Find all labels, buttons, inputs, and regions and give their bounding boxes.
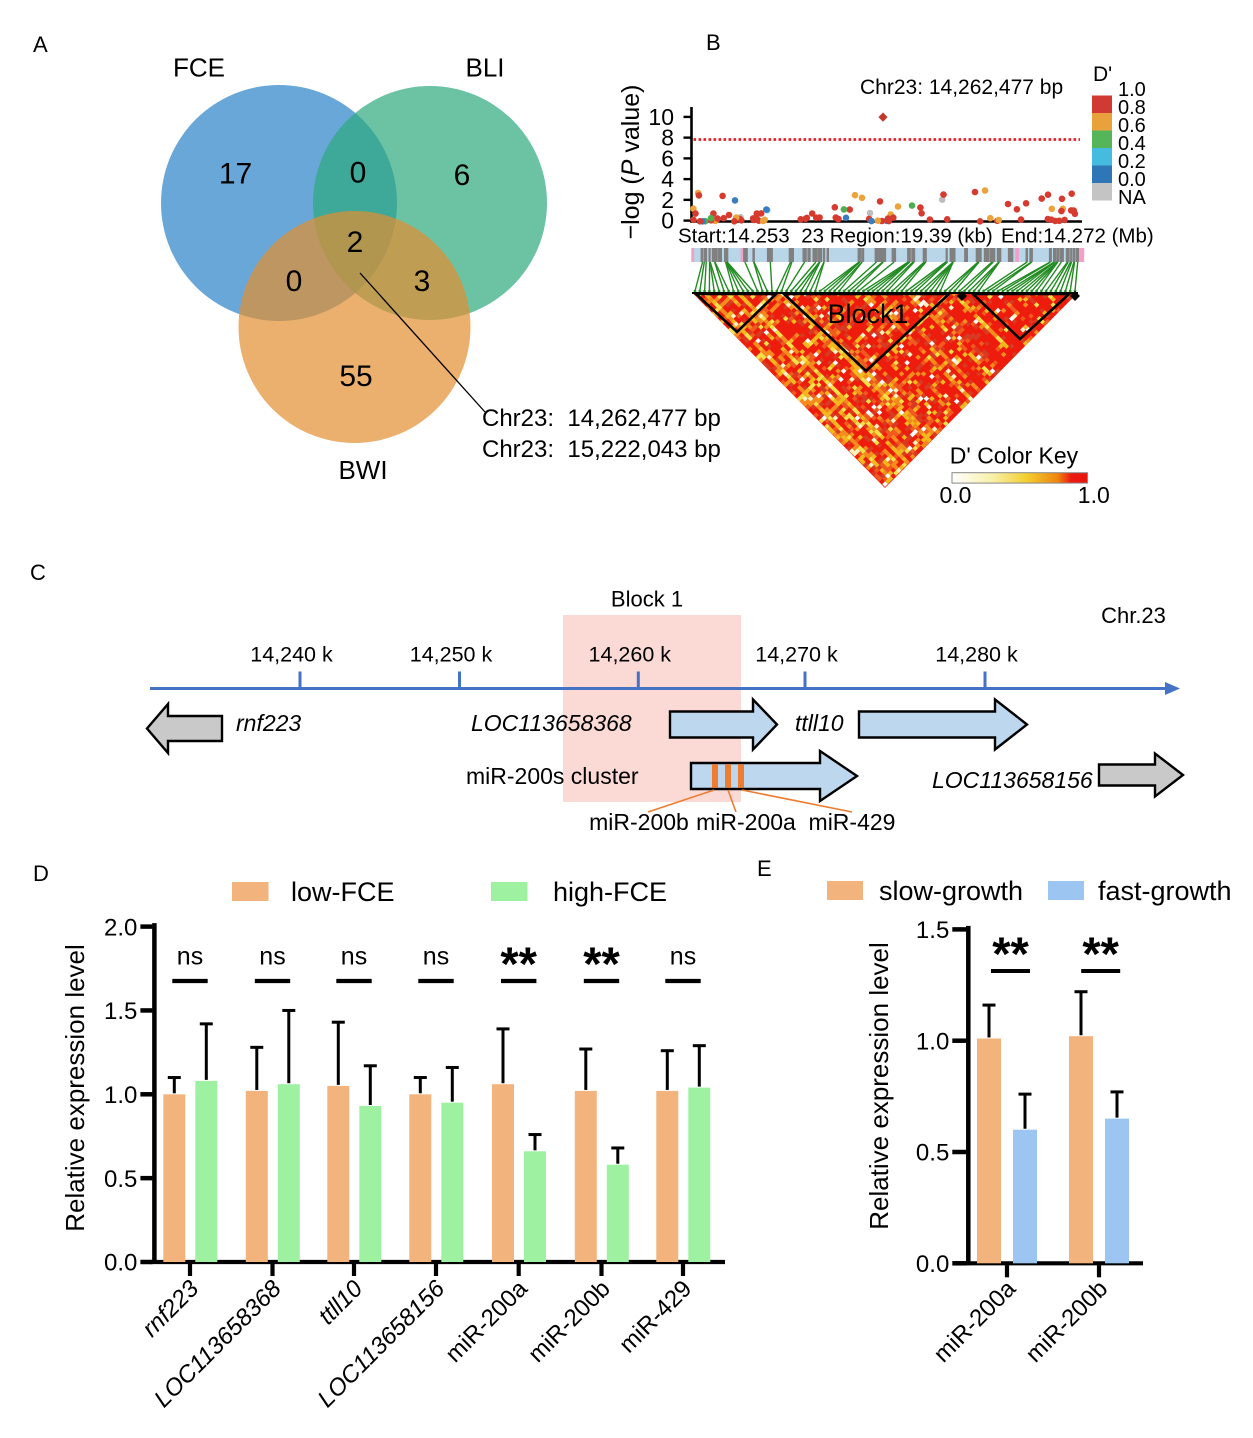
svg-text:Relative expression level: Relative expression level [60,944,90,1232]
svg-text:ttll10: ttll10 [795,710,844,736]
svg-text:1.0: 1.0 [916,1028,949,1055]
svg-text:Chr23: 14,262,477 bp: Chr23: 14,262,477 bp [860,76,1063,99]
svg-text:4: 4 [661,166,674,192]
svg-text:low-FCE: low-FCE [291,877,395,907]
svg-text:0: 0 [661,208,674,234]
svg-text:high-FCE: high-FCE [553,877,667,907]
svg-text:ns: ns [670,943,696,971]
svg-text:End:14.272 (Mb): End:14.272 (Mb) [1001,225,1154,248]
svg-text:2: 2 [661,187,674,213]
svg-text:0.2: 0.2 [1118,151,1146,173]
svg-text:BLI: BLI [465,53,504,83]
svg-text:**: ** [1082,927,1119,980]
svg-text:1.0: 1.0 [104,1082,137,1109]
svg-text:miR-429: miR-429 [809,809,896,835]
svg-text:14,270 k: 14,270 k [755,643,838,667]
svg-text:1.5: 1.5 [916,917,949,944]
svg-text:ns: ns [341,943,367,971]
svg-text:0: 0 [350,157,367,190]
svg-text:8: 8 [661,125,674,151]
svg-text:rnf223: rnf223 [236,710,301,736]
svg-text:14,250 k: 14,250 k [410,643,493,667]
svg-text:Chr23: 14,262,477 bp: Chr23: 14,262,477 bp [482,405,721,432]
svg-text:10: 10 [648,104,674,130]
svg-text:ns: ns [259,943,285,971]
svg-text:6: 6 [661,145,674,171]
svg-text:0.5: 0.5 [104,1166,137,1193]
svg-text:1.5: 1.5 [104,998,137,1025]
svg-text:LOC113658368: LOC113658368 [471,710,632,736]
svg-text:Chr.23: Chr.23 [1101,603,1166,628]
svg-text:−log (P value): −log (P value) [617,85,645,240]
svg-text:Relative expression level: Relative expression level [864,942,894,1230]
svg-text:14,260 k: 14,260 k [589,643,672,667]
svg-text:0.0: 0.0 [940,482,972,508]
svg-text:14,240 k: 14,240 k [250,643,333,667]
svg-text:Block 1: Block 1 [611,587,683,612]
svg-text:B: B [706,30,721,55]
svg-text:14,280 k: 14,280 k [935,643,1018,667]
svg-text:D': D' [1093,63,1112,86]
svg-text:C: C [30,560,46,585]
svg-text:D' Color Key: D' Color Key [950,443,1079,469]
svg-text:0.8: 0.8 [1118,97,1146,119]
svg-text:0.0: 0.0 [1118,169,1146,191]
svg-text:E: E [757,856,772,881]
svg-text:NA: NA [1118,187,1146,209]
svg-text:slow-growth: slow-growth [879,876,1023,906]
svg-text:17: 17 [219,158,252,191]
svg-text:0.0: 0.0 [916,1251,949,1278]
svg-text:Chr23: 15,222,043 bp: Chr23: 15,222,043 bp [482,436,721,463]
svg-text:2.0: 2.0 [104,914,137,941]
svg-text:0.4: 0.4 [1118,133,1146,155]
svg-text:A: A [33,32,48,57]
svg-text:6: 6 [454,159,471,192]
svg-text:3: 3 [414,265,431,298]
svg-text:D: D [33,861,49,886]
svg-text:BWI: BWI [338,455,387,485]
svg-text:55: 55 [339,360,372,393]
svg-text:23 Region:19.39 (kb): 23 Region:19.39 (kb) [801,225,992,248]
svg-text:fast-growth: fast-growth [1098,876,1232,906]
svg-text:miR-200s cluster: miR-200s cluster [466,763,639,789]
svg-text:miR-200a: miR-200a [696,809,796,835]
svg-text:FCE: FCE [173,53,225,83]
svg-text:LOC113658156: LOC113658156 [932,767,1093,793]
svg-text:**: ** [992,927,1029,980]
svg-text:**: ** [583,937,620,990]
svg-text:0.0: 0.0 [104,1250,137,1277]
svg-text:Block1: Block1 [827,299,908,329]
svg-text:ns: ns [177,943,203,971]
svg-text:Start:14.253: Start:14.253 [678,225,790,248]
svg-text:0: 0 [286,265,303,298]
svg-text:**: ** [500,937,537,990]
svg-text:ns: ns [423,943,449,971]
svg-text:2: 2 [347,226,364,259]
svg-text:0.6: 0.6 [1118,115,1146,137]
svg-text:1.0: 1.0 [1078,482,1110,508]
svg-text:0.5: 0.5 [916,1140,949,1167]
svg-text:1.0: 1.0 [1118,79,1146,101]
svg-text:miR-200b: miR-200b [589,809,689,835]
